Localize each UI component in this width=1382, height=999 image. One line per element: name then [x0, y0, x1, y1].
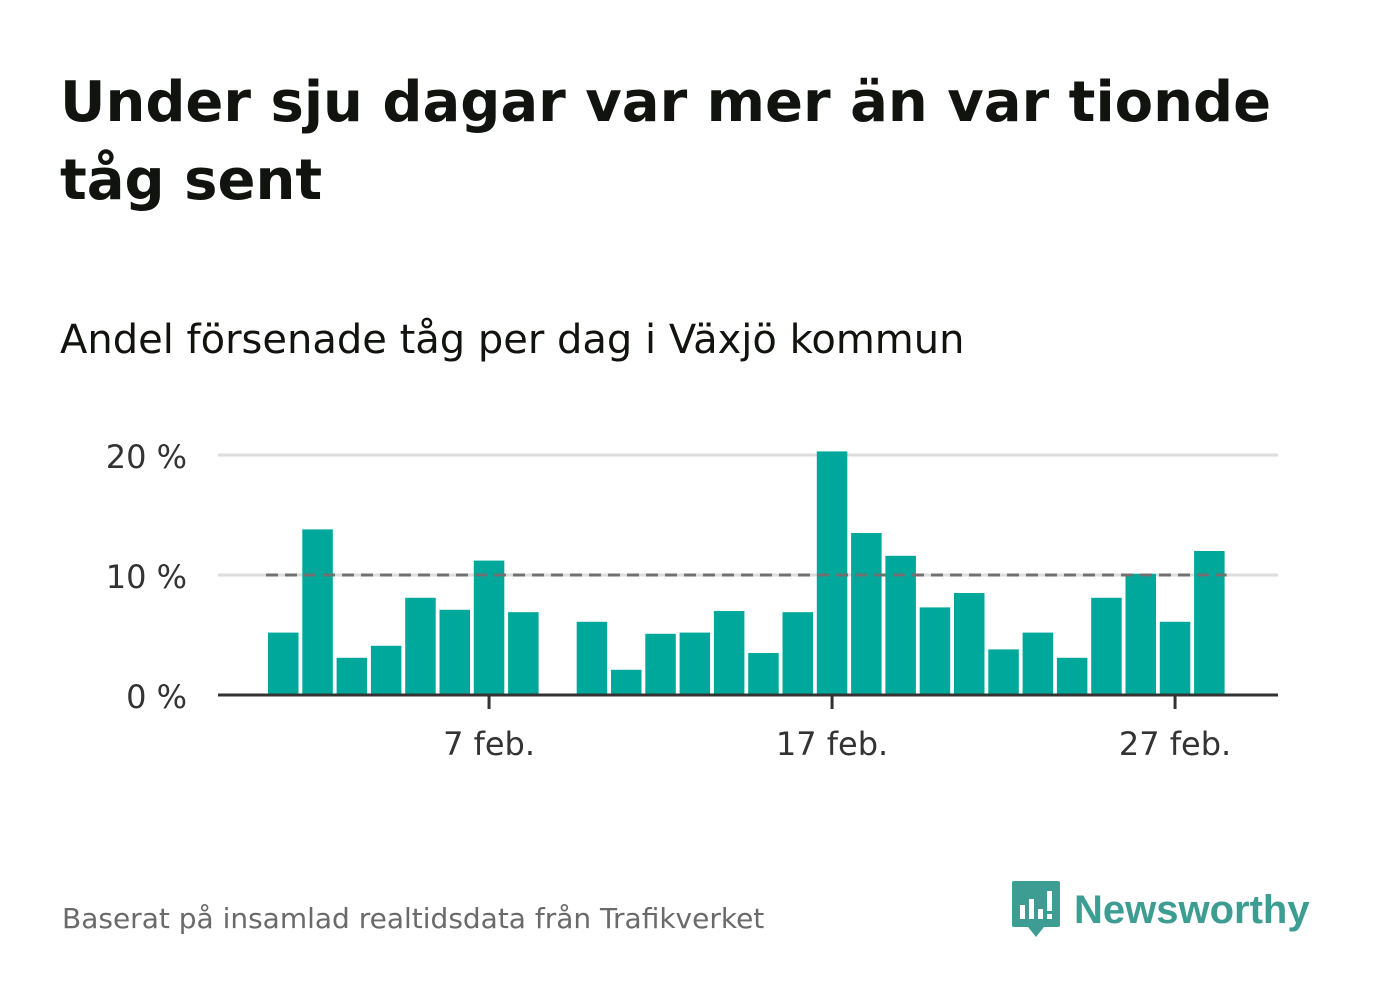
- bar: [405, 597, 436, 695]
- x-tick-label: 27 feb.: [1119, 725, 1231, 763]
- bar: [1091, 597, 1122, 695]
- y-tick-label: 0 %: [126, 678, 187, 716]
- bar: [851, 533, 882, 695]
- bar: [508, 612, 539, 695]
- bar: [1194, 551, 1225, 695]
- bar: [1022, 632, 1054, 695]
- newsworthy-logo: Newsworthy: [1010, 878, 1310, 942]
- bar: [473, 560, 505, 695]
- bar: [988, 649, 1019, 695]
- bar: [816, 451, 848, 695]
- bar: [611, 669, 642, 695]
- gridlines: [218, 453, 1278, 577]
- bar: [302, 529, 333, 695]
- source-note: Baserat på insamlad realtidsdata från Tr…: [62, 902, 765, 935]
- bar: [713, 611, 745, 695]
- axes: 0 % 10 % 20 % 7 feb. 17 feb. 27 feb.: [106, 438, 1278, 763]
- bar: [268, 632, 299, 695]
- bar: [748, 653, 779, 695]
- bar: [370, 645, 402, 695]
- x-tick-label: 7 feb.: [443, 725, 535, 763]
- y-tick-label: 10 %: [106, 558, 187, 596]
- chart-title: Under sju dagar var mer än var tionde tå…: [60, 70, 1272, 213]
- newsworthy-logo-icon: [1012, 881, 1060, 937]
- bar: [782, 612, 813, 695]
- bar: [576, 621, 608, 695]
- bar: [1125, 573, 1156, 695]
- bar: [954, 593, 985, 695]
- bar: [679, 632, 711, 695]
- bar: [1056, 657, 1088, 695]
- y-tick-label: 20 %: [106, 438, 187, 476]
- bar: [885, 555, 916, 695]
- bar: [1159, 621, 1191, 695]
- bar: [336, 657, 368, 695]
- x-tick-label: 17 feb.: [776, 725, 888, 763]
- bar: [645, 633, 676, 695]
- bar: [919, 607, 951, 695]
- chart-subtitle: Andel försenade tåg per dag i Växjö komm…: [60, 317, 965, 363]
- bar: [439, 609, 470, 695]
- bars: [268, 451, 1225, 695]
- newsworthy-logo-text: Newsworthy: [1074, 887, 1310, 932]
